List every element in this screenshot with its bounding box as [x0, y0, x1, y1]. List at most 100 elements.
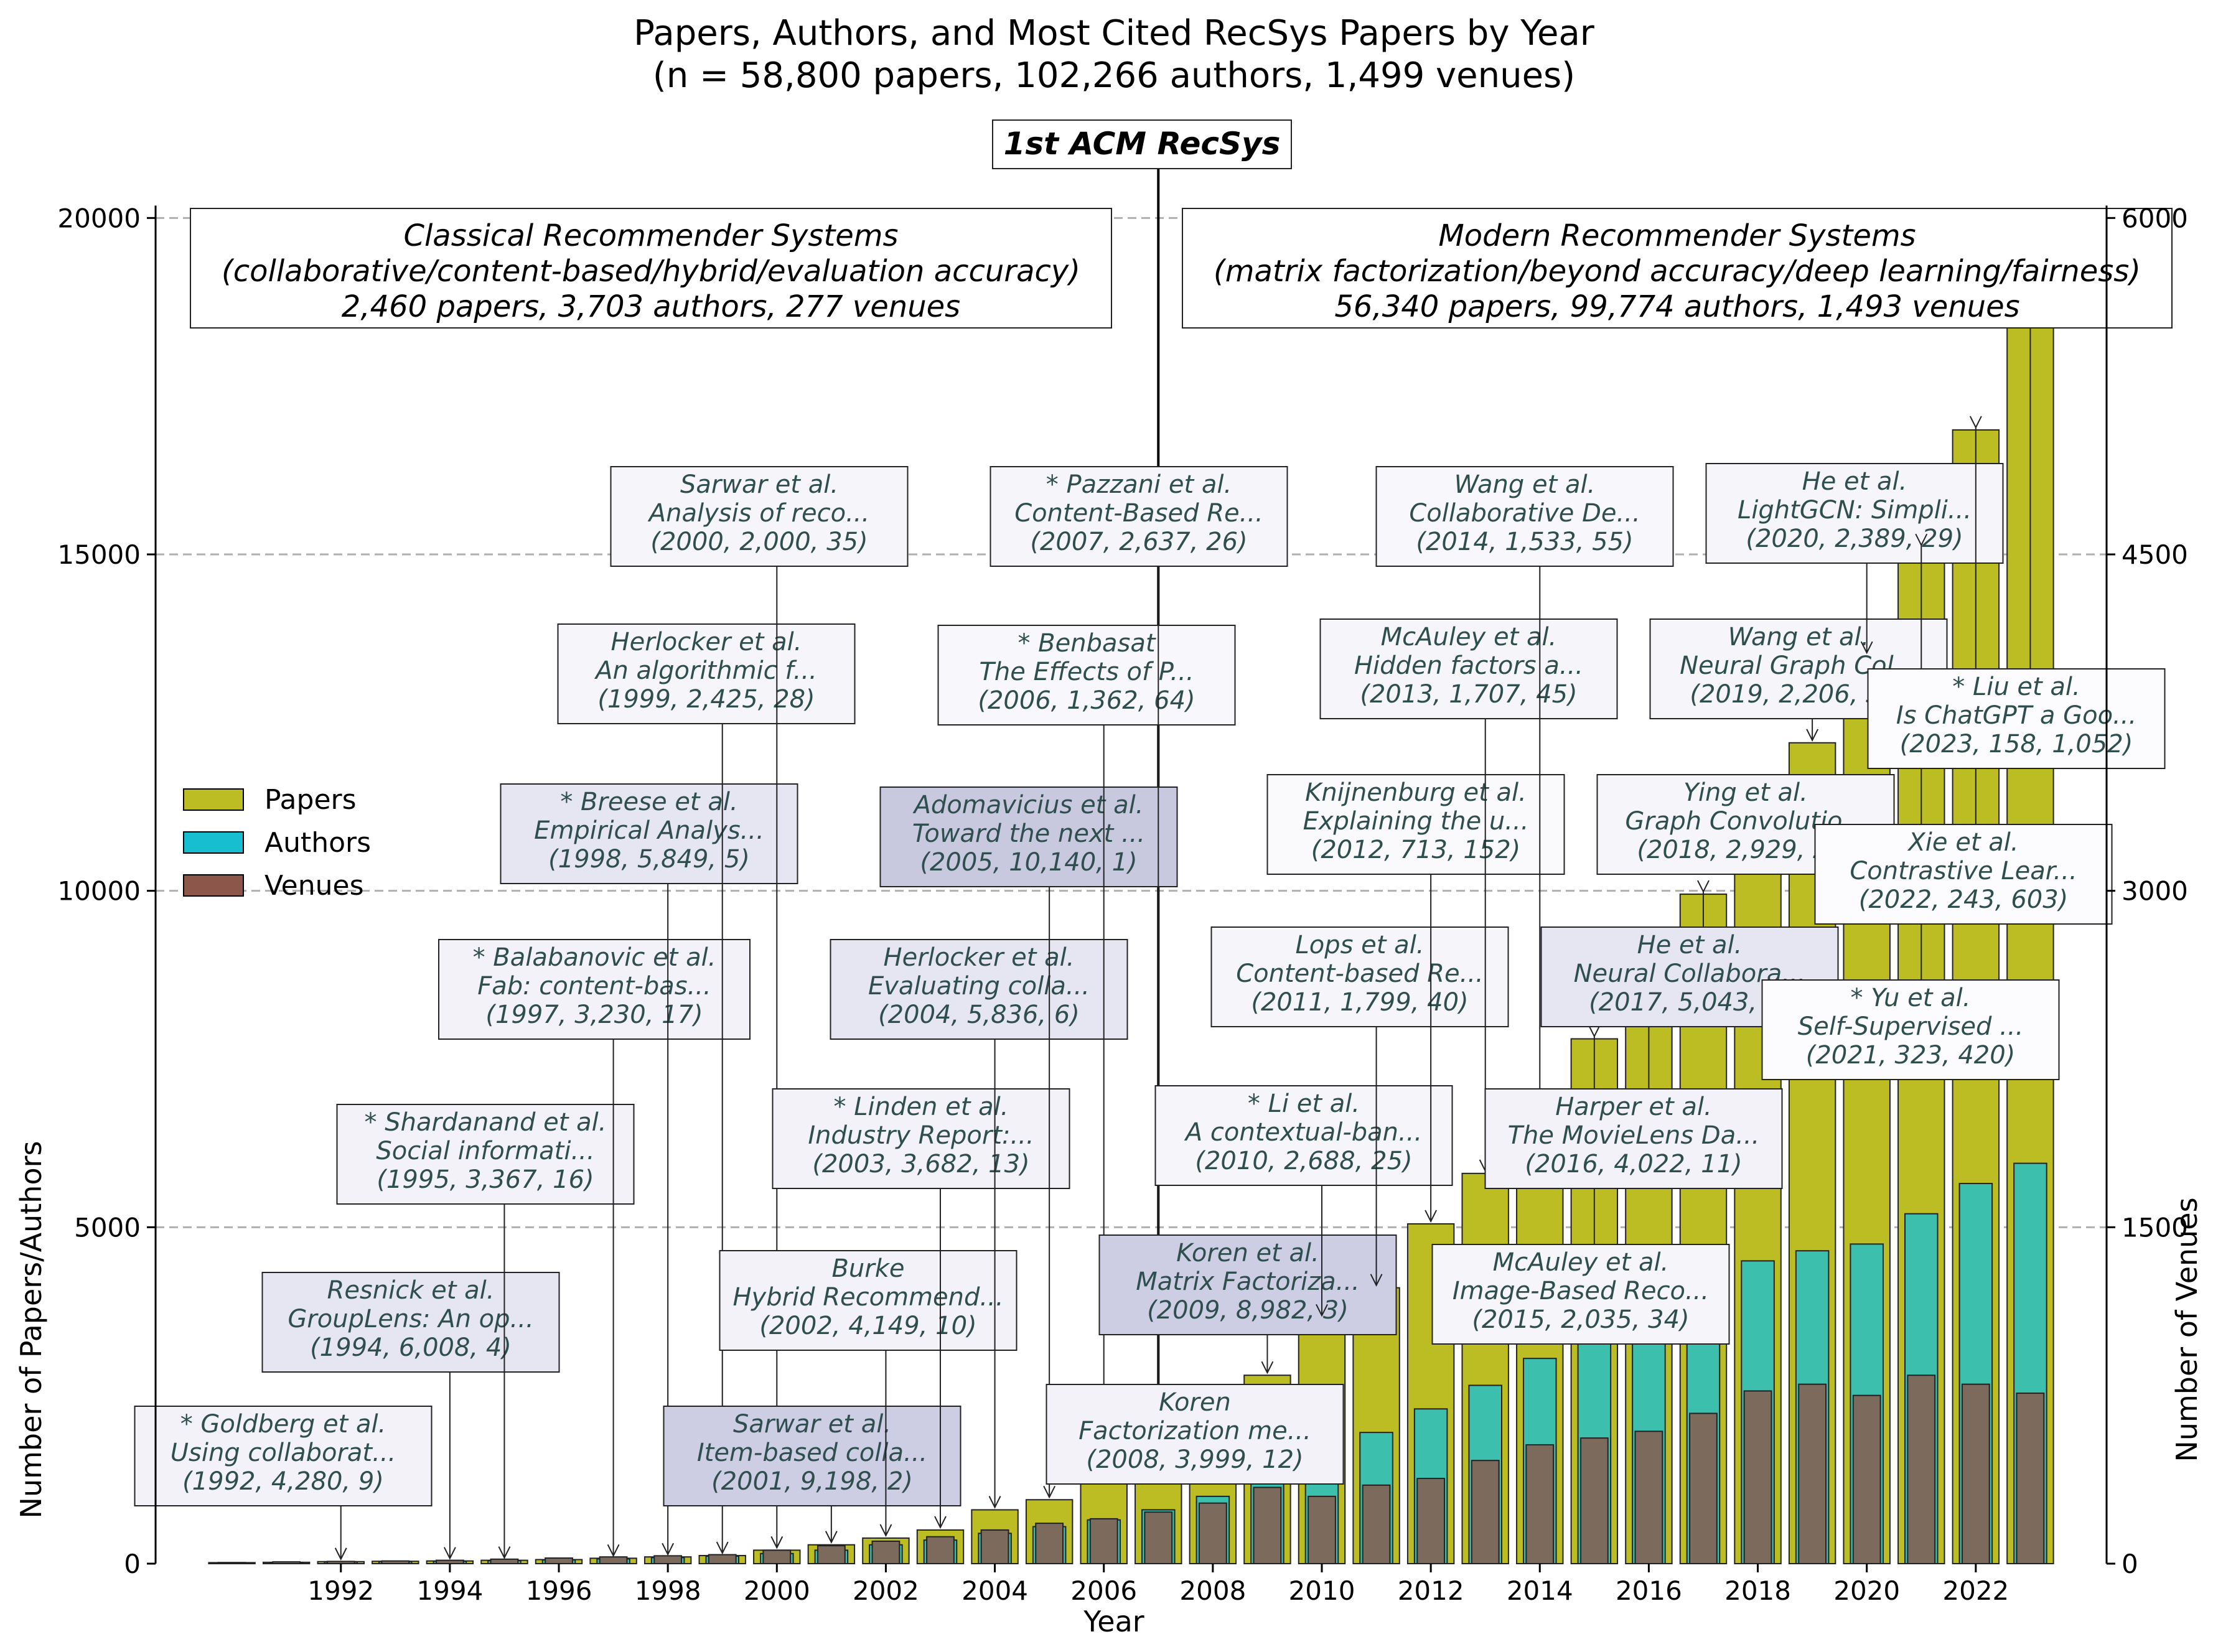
bar-venues: [1525, 1444, 1555, 1564]
x-tick-label: 2020: [1833, 1575, 1900, 1606]
annotation-line: Self-Supervised ...: [1798, 1012, 2024, 1041]
y-tick-label-left: 0: [124, 1549, 141, 1579]
x-tick-label: 2004: [961, 1575, 1028, 1606]
annotation-line: * Liu et al.: [1952, 673, 2080, 701]
annotation-line: (2021, 323, 420): [1806, 1041, 2016, 1070]
x-tick-label: 1996: [526, 1575, 592, 1606]
annotation-line: Content-Based Re...: [1014, 499, 1263, 528]
bar-venues: [1198, 1502, 1227, 1564]
annotation-arrow: [1806, 729, 1819, 742]
annotation-line: (1999, 2,425, 28): [597, 685, 815, 714]
x-tick-label: 2016: [1616, 1575, 1682, 1606]
annotation-line: The Effects of P...: [979, 658, 1194, 686]
y-tick-label-right: 6000: [2122, 203, 2188, 233]
annotation-arrow: [1697, 880, 1710, 894]
x-tick-label: 2008: [1179, 1575, 1246, 1606]
bar-venues: [1798, 1383, 1827, 1565]
y-tick-label-right: 1500: [2122, 1212, 2188, 1243]
y-tick-label-left: 10000: [57, 876, 141, 907]
annotation-line: McAuley et al.: [1493, 1248, 1669, 1277]
era-box: [1182, 208, 2173, 329]
annotation-arrow: [934, 1516, 947, 1529]
annotation-line: LightGCN: Simpli...: [1738, 496, 1972, 525]
y-axis-label-left: Number of Papers/Authors: [14, 1141, 48, 1519]
annotation-line: (2001, 9,198, 2): [711, 1467, 913, 1496]
annotation-arrow: [1915, 533, 1928, 547]
legend-swatch-authors: [183, 831, 244, 854]
annotation-line: Knijnenburg et al.: [1305, 778, 1527, 807]
annotation-line: Item-based colla...: [697, 1439, 927, 1467]
annotation-line: (2003, 3,682, 13): [812, 1150, 1029, 1178]
bar-venues: [708, 1554, 737, 1565]
annotation-arrow: [1316, 1304, 1328, 1317]
annotation-line: Factorization me...: [1078, 1417, 1311, 1445]
annotation-line: (1997, 3,230, 17): [485, 1001, 703, 1029]
annotation-arrow: [1425, 1210, 1438, 1223]
annotation-box: [1210, 926, 1509, 1027]
annotation-line: (2017, 5,043, 8): [1589, 988, 1790, 1017]
annotation-line: (2008, 3,999, 12): [1086, 1445, 1303, 1474]
annotation-line: (1995, 3,367, 16): [377, 1165, 594, 1194]
x-tick-label: 2006: [1070, 1575, 1137, 1606]
annotation-arrow: [607, 1544, 620, 1557]
annotation-box: [261, 1272, 560, 1373]
annotation-arrow: [498, 1546, 511, 1559]
bar-venues: [381, 1560, 410, 1564]
legend-label-venues: Venues: [264, 870, 364, 902]
bar-venues: [326, 1561, 355, 1564]
x-tick-label: 2018: [1724, 1575, 1791, 1606]
annotation-line: * Pazzani et al.: [1046, 470, 1232, 499]
annotation-box: [134, 1406, 433, 1506]
annotation-line: Resnick et al.: [327, 1276, 495, 1305]
annotation-box: [1761, 979, 2060, 1080]
annotation-box: [1431, 1244, 1730, 1345]
annotation-line: * Breese et al.: [560, 788, 737, 816]
x-axis-label: Year: [1083, 1605, 1144, 1638]
annotation-arrow: [1261, 1361, 1274, 1374]
annotation-line: (2012, 713, 152): [1311, 836, 1521, 864]
bar-venues: [653, 1555, 683, 1565]
bar-venues: [1907, 1374, 1936, 1564]
annotation-line: Contrastive Lear...: [1850, 857, 2077, 885]
annotations: * Goldberg et al.Using collaborat...(199…: [134, 119, 2173, 1561]
annotation-line: Sarwar et al.: [680, 470, 838, 499]
annotation-line: * Yu et al.: [1851, 984, 1971, 1012]
bar-venues: [1689, 1412, 1718, 1564]
annotation-line: * Balabanovic et al.: [473, 943, 716, 972]
annotation-arrow: [1860, 641, 1873, 655]
era-box-line: Modern Recommender Systems: [1438, 218, 1916, 253]
annotation-line: Herlocker et al.: [611, 628, 802, 656]
axes: 0 5000 10000 15000 20000 0 1500 3000 4500 6000 199…: [57, 203, 2188, 1606]
annotation-line: (2022, 243, 603): [1859, 885, 2069, 914]
annotation-arrow: [662, 1542, 675, 1556]
annotation-arrow: [1588, 1025, 1601, 1038]
annotation-line: Is ChatGPT a Goo...: [1896, 701, 2136, 730]
annotation-line: * Linden et al.: [834, 1093, 1009, 1121]
annotation-box: [1484, 1088, 1783, 1189]
bar-venues: [871, 1540, 901, 1565]
annotation-line: (2013, 1,707, 45): [1360, 680, 1577, 709]
annotation-line: (1994, 6,008, 4): [310, 1333, 512, 1362]
annotation-line: Adomavicius et al.: [912, 791, 1144, 819]
legend: Papers Authors Venues: [183, 784, 371, 902]
bar-venues: [1089, 1518, 1118, 1565]
annotation-line: (1992, 4,280, 9): [182, 1467, 384, 1496]
annotation-line: Harper et al.: [1555, 1093, 1712, 1121]
annotation-line: (2020, 2,389, 29): [1746, 525, 1963, 553]
annotation-box: [336, 1104, 635, 1205]
annotation-line: (2011, 1,799, 40): [1251, 988, 1468, 1017]
annotation-arrow: [1370, 1274, 1383, 1287]
era-box-line: Classical Recommender Systems: [403, 218, 898, 253]
annotation-line: Lops et al.: [1295, 931, 1424, 959]
annotation-box: [1375, 466, 1674, 567]
annotation-line: (1998, 5,849, 5): [548, 845, 750, 874]
bar-venues: [1743, 1390, 1772, 1564]
annotation-box: [1319, 618, 1618, 719]
bar-venues: [816, 1545, 846, 1565]
bar-venues: [599, 1556, 628, 1565]
bar-venues: [1416, 1478, 1446, 1564]
bar-venues: [545, 1557, 573, 1564]
annotation-line: Image-Based Reco...: [1453, 1277, 1709, 1305]
annotation-box: [438, 939, 751, 1040]
